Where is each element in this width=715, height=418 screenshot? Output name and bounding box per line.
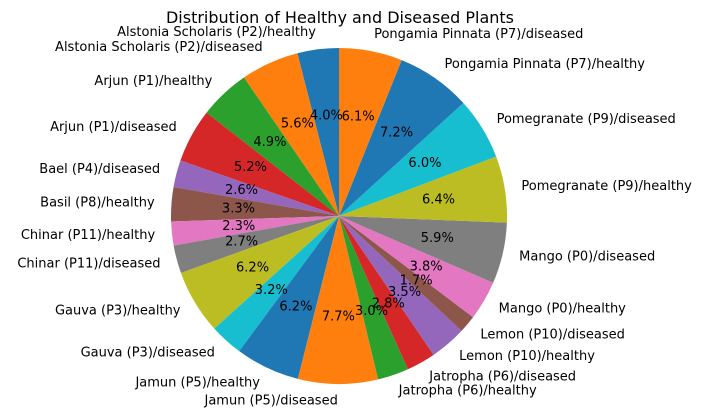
pie-percent-label: 2.8%	[372, 296, 405, 311]
chart-title: Distribution of Healthy and Diseased Pla…	[165, 8, 515, 27]
pie-slice	[180, 216, 339, 329]
pie-category-label: Arjun (P1)/healthy	[94, 74, 212, 89]
pie-percent-label: 2.7%	[225, 235, 258, 250]
pie-percent-label: 3.8%	[410, 259, 443, 274]
pie-category-label: Jatropha (P6)/healthy	[398, 383, 537, 398]
pie-percent-label: 5.6%	[281, 117, 314, 132]
pie-category-label: Chinar (P11)/diseased	[17, 256, 160, 271]
pie-slice	[339, 216, 494, 318]
pie-category-label: Mango (P0)/diseased	[519, 250, 655, 265]
pie-slice	[339, 216, 507, 283]
pie-percent-label: 2.6%	[225, 183, 258, 198]
pie-slice	[339, 216, 408, 380]
pie-slice	[339, 48, 402, 216]
pie-category-label: Alstonia Scholaris (P2)/healthy	[117, 25, 316, 40]
pie-category-label: Pongamia Pinnata (P7)/diseased	[374, 27, 583, 42]
pie-percent-label: 3.3%	[222, 201, 255, 216]
pie-percent-label: 6.2%	[236, 260, 269, 275]
pie-slice	[297, 48, 339, 216]
pie-percent-label: 2.3%	[222, 219, 255, 234]
pie-slice	[239, 216, 339, 379]
pie-category-label: Gauva (P3)/diseased	[81, 345, 215, 360]
pie-percent-label: 3.0%	[355, 304, 388, 319]
pie-percent-label: 5.2%	[234, 160, 267, 175]
pie-slice	[339, 216, 474, 331]
pie-slices	[171, 48, 507, 385]
pie-percent-label: 6.1%	[342, 110, 375, 125]
pie-percent-labels: 4.0%5.6% 4.9% 5.2% 2.6% 3.3% 2.3%2.7% 6.2% 3.2%…	[222, 108, 455, 324]
pie-category-label: Pongamia Pinnata (P7)/healthy	[445, 57, 646, 72]
pie-category-label: Chinar (P11)/healthy	[21, 228, 156, 243]
pie-category-label: Jamun (P5)/diseased	[203, 393, 337, 408]
pie-category-label: Jatropha (P6)/diseased	[428, 370, 576, 385]
pie-category-label: Jamun (P5)/healthy	[134, 376, 260, 391]
pie-category-label: Pomegranate (P9)/healthy	[521, 179, 692, 194]
pie-slice	[339, 156, 507, 223]
pie-percent-label: 5.9%	[421, 231, 454, 246]
pie-category-label: Alstonia Scholaris (P2)/diseased	[55, 40, 263, 55]
pie-slice	[297, 216, 379, 385]
pie-percent-label: 1.7%	[400, 273, 433, 288]
pie-slice	[173, 160, 339, 216]
pie-category-label: Basil (P8)/healthy	[40, 195, 155, 210]
pie-category-label: Lemon (P10)/healthy	[459, 349, 595, 364]
pie-percent-label: 7.7%	[322, 309, 355, 324]
pie-category-label: Bael (P4)/diseased	[39, 162, 160, 177]
pie-slice	[214, 216, 339, 352]
pie-slice	[339, 216, 434, 370]
pie-slice	[171, 216, 339, 246]
pie-percent-label: 6.0%	[408, 156, 441, 171]
pie-percent-label: 4.0%	[310, 108, 343, 123]
pie-category-label: Gauva (P3)/healthy	[55, 304, 181, 319]
pie-category-label: Mango (P0)/healthy	[499, 302, 627, 317]
pie-slice	[339, 60, 464, 216]
pie-category-label: Lemon (P10)/diseased	[480, 328, 625, 343]
pie-slice	[339, 103, 497, 216]
pie-category-labels: Alstonia Scholaris (P2)/healthyAlstonia …	[17, 25, 692, 408]
pie-percent-label: 4.9%	[253, 135, 286, 150]
pie-percent-label: 3.5%	[388, 285, 421, 300]
pie-slice	[339, 216, 462, 355]
pie-percent-label: 7.2%	[380, 126, 413, 141]
pie-slice	[206, 77, 339, 216]
pie-percent-label: 6.4%	[422, 192, 455, 207]
pie-percent-label: 3.2%	[255, 283, 288, 298]
pie-slice	[243, 53, 339, 216]
pie-percent-label: 6.2%	[279, 300, 312, 315]
pie-slice	[180, 112, 339, 216]
pie-category-label: Pomegranate (P9)/diseased	[497, 112, 676, 127]
pie-category-label: Arjun (P1)/diseased	[50, 120, 177, 135]
pie-slice	[171, 186, 339, 222]
pie-slice	[173, 216, 339, 273]
